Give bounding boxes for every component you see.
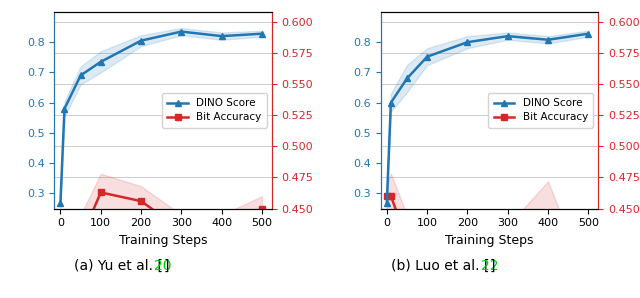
Text: ]: ] — [490, 259, 495, 273]
DINO Score — [97, 60, 104, 64]
DINO Score — [544, 38, 552, 41]
DINO Score — [423, 55, 431, 58]
Text: ]: ] — [163, 259, 169, 273]
Line: DINO Score: DINO Score — [383, 30, 592, 206]
Bit Accuracy — [61, 257, 68, 260]
DINO Score — [56, 201, 64, 204]
Bit Accuracy — [137, 199, 145, 203]
Bit Accuracy — [387, 194, 395, 198]
Bit Accuracy — [504, 242, 511, 245]
DINO Score — [77, 74, 84, 77]
Bit Accuracy — [77, 238, 84, 241]
DINO Score — [218, 34, 225, 38]
DINO Score — [258, 32, 266, 35]
Bit Accuracy — [423, 240, 431, 244]
DINO Score — [177, 30, 185, 33]
DINO Score — [383, 201, 390, 204]
Legend: DINO Score, Bit Accuracy: DINO Score, Bit Accuracy — [488, 93, 593, 128]
DINO Score — [137, 39, 145, 42]
Text: (a) Yu et al. [: (a) Yu et al. [ — [74, 259, 163, 273]
Bit Accuracy — [177, 228, 185, 232]
Bit Accuracy — [258, 207, 266, 210]
X-axis label: Training Steps: Training Steps — [119, 234, 207, 247]
DINO Score — [504, 34, 511, 38]
DINO Score — [61, 107, 68, 111]
Bit Accuracy — [463, 242, 471, 245]
DINO Score — [584, 32, 592, 35]
DINO Score — [463, 41, 471, 44]
DINO Score — [387, 101, 395, 105]
Bit Accuracy — [584, 297, 592, 298]
Bit Accuracy — [218, 226, 225, 229]
Bit Accuracy — [544, 214, 552, 218]
Line: Bit Accuracy: Bit Accuracy — [384, 193, 591, 298]
Line: DINO Score: DINO Score — [57, 28, 266, 206]
Text: 20: 20 — [154, 259, 172, 273]
Text: (b) Luo et al. [: (b) Luo et al. [ — [391, 259, 490, 273]
Line: Bit Accuracy: Bit Accuracy — [58, 189, 265, 262]
Bit Accuracy — [97, 191, 104, 194]
Bit Accuracy — [403, 238, 411, 241]
X-axis label: Training Steps: Training Steps — [445, 234, 534, 247]
Text: 22: 22 — [481, 259, 499, 273]
Bit Accuracy — [56, 257, 64, 260]
Bit Accuracy — [383, 194, 390, 198]
Legend: DINO Score, Bit Accuracy: DINO Score, Bit Accuracy — [162, 93, 267, 128]
DINO Score — [403, 77, 411, 80]
